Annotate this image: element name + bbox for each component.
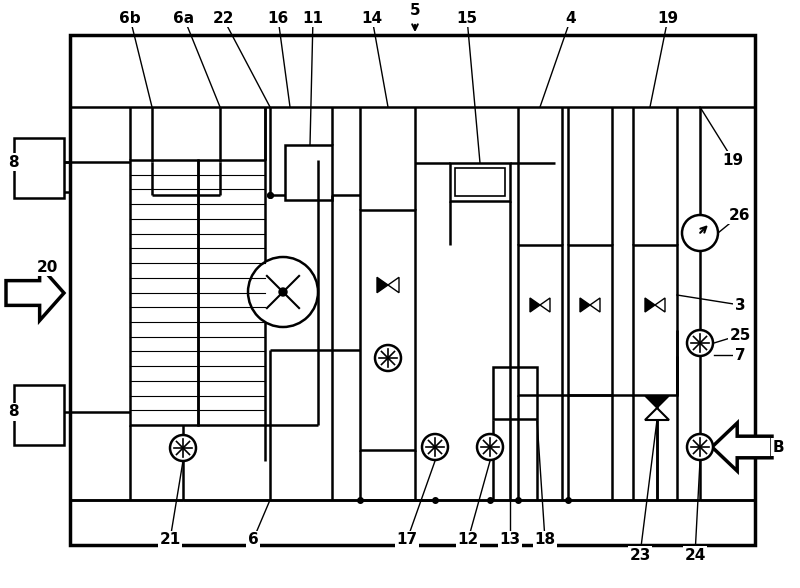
Text: 24: 24	[684, 547, 706, 563]
Text: 14: 14	[362, 11, 382, 25]
Polygon shape	[645, 396, 669, 408]
Text: 23: 23	[630, 547, 650, 563]
Text: 21: 21	[159, 533, 181, 547]
Bar	[493, 367, 537, 419]
Text: 20: 20	[36, 259, 58, 275]
Text: 11: 11	[302, 11, 323, 25]
Text: 25: 25	[730, 328, 750, 342]
Text: 6a: 6a	[174, 11, 194, 25]
Bar	[14, 138, 64, 198]
Bar	[633, 245, 677, 395]
Circle shape	[170, 435, 196, 461]
Text: 26: 26	[730, 208, 750, 222]
Text: B: B	[772, 439, 784, 455]
Polygon shape	[712, 423, 772, 471]
Text: 7: 7	[734, 348, 746, 362]
Text: 8: 8	[8, 405, 18, 419]
Text: 6b: 6b	[119, 11, 141, 25]
Text: 5: 5	[410, 2, 420, 18]
Polygon shape	[540, 298, 550, 312]
Bar	[568, 245, 612, 395]
Text: 13: 13	[499, 533, 521, 547]
Circle shape	[375, 345, 401, 371]
Bar	[455, 168, 505, 196]
Text: 22: 22	[212, 11, 234, 25]
Text: F: F	[22, 278, 34, 296]
Circle shape	[687, 434, 713, 460]
Polygon shape	[590, 298, 600, 312]
Bar	[130, 160, 198, 425]
Bar	[285, 145, 332, 200]
Text: 4: 4	[566, 11, 576, 25]
Polygon shape	[530, 298, 540, 312]
Bar	[360, 210, 415, 450]
Polygon shape	[388, 278, 399, 293]
Bar	[450, 163, 510, 201]
Polygon shape	[6, 266, 64, 320]
Bar	[70, 35, 755, 545]
Circle shape	[248, 257, 318, 327]
Text: 16: 16	[267, 11, 289, 25]
Circle shape	[687, 330, 713, 356]
Polygon shape	[645, 408, 669, 420]
Text: 19: 19	[658, 11, 678, 25]
Circle shape	[279, 288, 287, 296]
Text: 15: 15	[457, 11, 478, 25]
Text: 18: 18	[534, 533, 555, 547]
Text: 17: 17	[397, 533, 418, 547]
Bar	[14, 385, 64, 445]
Text: 8: 8	[8, 155, 18, 169]
Circle shape	[477, 434, 503, 460]
Bar	[518, 245, 562, 395]
Polygon shape	[377, 278, 388, 293]
Polygon shape	[645, 298, 655, 312]
Text: 3: 3	[734, 298, 746, 312]
Bar	[198, 160, 265, 425]
Circle shape	[682, 215, 718, 251]
Text: 19: 19	[722, 152, 743, 168]
Polygon shape	[580, 298, 590, 312]
Text: 12: 12	[458, 533, 478, 547]
Text: 6: 6	[248, 533, 258, 547]
Polygon shape	[655, 298, 665, 312]
Circle shape	[422, 434, 448, 460]
